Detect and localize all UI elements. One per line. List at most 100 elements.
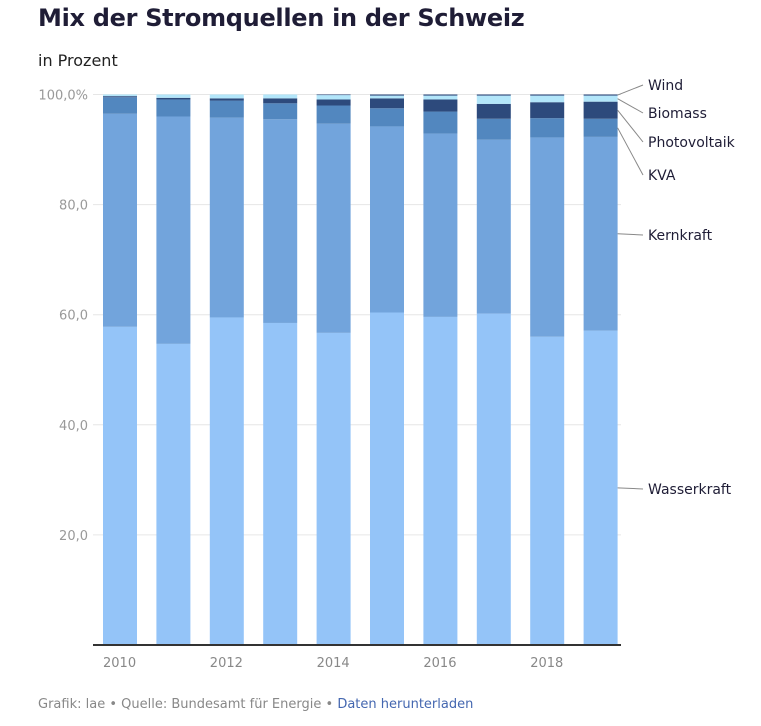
bar-2018[interactable]	[530, 94, 565, 646]
bar-segment-biomass-2010[interactable]	[103, 94, 137, 97]
leader-line-wind	[617, 84, 644, 96]
bar-2010[interactable]	[103, 94, 137, 646]
bar-segment-kva-2014[interactable]	[316, 105, 351, 124]
bar-segment-kernkraft-2012[interactable]	[209, 117, 244, 318]
bar-segment-biomass-2018[interactable]	[530, 95, 565, 103]
bar-2014[interactable]	[316, 94, 351, 646]
download-data-link[interactable]: Daten herunterladen	[337, 697, 474, 712]
bar-segment-biomass-2016[interactable]	[423, 95, 458, 100]
bar-2012[interactable]	[209, 94, 244, 646]
bar-segment-biomass-2012[interactable]	[209, 94, 244, 99]
bar-segment-biomass-2013[interactable]	[263, 94, 298, 99]
bar-segment-photovoltaik-2015[interactable]	[370, 98, 404, 109]
y-tick-label: 80,0	[59, 199, 88, 214]
bar-segment-wind-2017[interactable]	[476, 94, 511, 96]
bar-segment-biomass-2014[interactable]	[316, 95, 351, 100]
chart-subtitle: in Prozent	[38, 51, 118, 70]
bar-segment-wasserkraft-2017[interactable]	[476, 313, 511, 645]
bar-segment-wind-2019[interactable]	[583, 94, 618, 96]
bar-segment-wasserkraft-2010[interactable]	[103, 326, 137, 645]
bar-segment-wasserkraft-2019[interactable]	[583, 330, 618, 645]
bars	[103, 94, 618, 646]
bar-segment-biomass-2011[interactable]	[156, 94, 191, 98]
bar-segment-kva-2016[interactable]	[423, 111, 458, 134]
bar-segment-kva-2012[interactable]	[209, 100, 244, 118]
bar-segment-wasserkraft-2014[interactable]	[316, 332, 351, 645]
legend-label-biomass: Biomass	[648, 106, 707, 122]
legend-label-wasserkraft: Wasserkraft	[648, 482, 732, 498]
bar-segment-biomass-2015[interactable]	[370, 95, 404, 99]
bar-segment-wind-2014[interactable]	[316, 94, 351, 96]
bar-segment-kernkraft-2014[interactable]	[316, 123, 351, 333]
leader-line-kernkraft	[617, 233, 644, 236]
footer-separator: •	[325, 697, 334, 712]
leader-line-photovoltaik	[617, 109, 644, 143]
bar-segment-wasserkraft-2015[interactable]	[370, 312, 404, 645]
x-tick-label: 2016	[423, 656, 456, 671]
footer-source: Quelle: Bundesamt für Energie	[121, 697, 322, 712]
bar-segment-kernkraft-2016[interactable]	[423, 133, 458, 317]
bar-segment-wasserkraft-2012[interactable]	[209, 317, 244, 645]
bar-segment-wind-2015[interactable]	[370, 94, 404, 96]
bar-segment-kva-2011[interactable]	[156, 99, 191, 117]
bar-segment-wasserkraft-2016[interactable]	[423, 316, 458, 645]
bar-2011[interactable]	[156, 94, 191, 646]
legend-label-photovoltaik: Photovoltaik	[648, 135, 736, 151]
bar-segment-photovoltaik-2011[interactable]	[156, 97, 191, 100]
bar-2016[interactable]	[423, 94, 458, 646]
x-tick-label: 2012	[210, 656, 243, 671]
bar-segment-kernkraft-2017[interactable]	[476, 139, 511, 314]
bar-segment-wasserkraft-2018[interactable]	[530, 336, 565, 645]
y-tick-label: 40,0	[59, 419, 88, 434]
bar-segment-photovoltaik-2017[interactable]	[476, 103, 511, 119]
bar-segment-wasserkraft-2013[interactable]	[263, 322, 298, 645]
leader-line-wasserkraft	[617, 487, 644, 490]
bar-segment-photovoltaik-2013[interactable]	[263, 98, 298, 104]
bar-2013[interactable]	[263, 94, 298, 646]
bar-segment-kva-2018[interactable]	[530, 118, 565, 138]
legend-label-wind: Wind	[648, 78, 683, 94]
bar-2019[interactable]	[583, 94, 618, 646]
bar-segment-kernkraft-2019[interactable]	[583, 136, 618, 331]
bar-segment-kernkraft-2018[interactable]	[530, 137, 565, 337]
bar-segment-biomass-2017[interactable]	[476, 95, 511, 104]
bar-segment-photovoltaik-2018[interactable]	[530, 102, 565, 119]
legend: Wind Biomass Photovoltaik KVA Kernkraft Wasse…	[617, 78, 736, 498]
bar-segment-kernkraft-2011[interactable]	[156, 116, 191, 344]
bar-segment-kernkraft-2015[interactable]	[370, 126, 404, 313]
bar-2015[interactable]	[370, 94, 404, 646]
x-axis-ticks: 2010 2012 2014 2016 2018	[103, 656, 563, 671]
y-tick-label: 20,0	[59, 529, 88, 544]
bar-segment-wind-2016[interactable]	[423, 94, 458, 96]
leader-line-kva	[617, 127, 644, 176]
leader-line-biomass	[617, 98, 644, 114]
bar-segment-photovoltaik-2014[interactable]	[316, 99, 351, 106]
footer-separator: •	[109, 697, 118, 712]
y-tick-label: 60,0	[59, 309, 88, 324]
bar-segment-photovoltaik-2016[interactable]	[423, 99, 458, 112]
x-tick-label: 2018	[530, 656, 563, 671]
x-tick-label: 2014	[317, 656, 350, 671]
bar-segment-kva-2015[interactable]	[370, 108, 404, 127]
bar-segment-kva-2013[interactable]	[263, 103, 298, 120]
bar-segment-kernkraft-2013[interactable]	[263, 119, 298, 323]
bar-segment-wind-2018[interactable]	[530, 94, 565, 96]
bar-segment-kernkraft-2010[interactable]	[103, 113, 137, 327]
bar-segment-photovoltaik-2010[interactable]	[103, 96, 137, 98]
bar-segment-wasserkraft-2011[interactable]	[156, 343, 191, 645]
bar-2017[interactable]	[476, 94, 511, 646]
bar-segment-kva-2019[interactable]	[583, 118, 618, 137]
y-axis-ticks: 20,0 40,0 60,0 80,0 100,0%	[38, 89, 88, 544]
footer: Grafik: lae • Quelle: Bundesamt für Ener…	[38, 697, 473, 712]
x-tick-label: 2010	[103, 656, 136, 671]
bar-segment-kva-2010[interactable]	[103, 97, 137, 114]
chart-title: Mix der Stromquellen in der Schweiz	[38, 4, 525, 32]
legend-label-kva: KVA	[648, 168, 676, 184]
bar-segment-kva-2017[interactable]	[476, 118, 511, 140]
bar-segment-photovoltaik-2012[interactable]	[209, 98, 244, 101]
legend-label-kernkraft: Kernkraft	[648, 228, 713, 244]
bar-segment-photovoltaik-2019[interactable]	[583, 101, 618, 119]
bar-segment-biomass-2019[interactable]	[583, 95, 618, 102]
footer-credit: Grafik: lae	[38, 697, 106, 712]
